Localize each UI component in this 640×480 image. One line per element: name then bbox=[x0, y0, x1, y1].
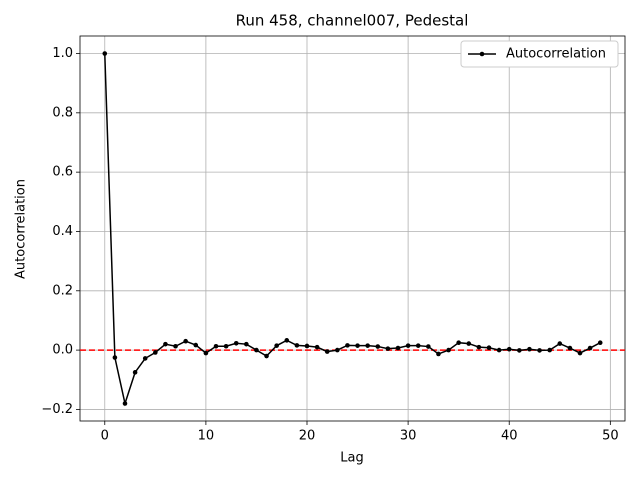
point bbox=[587, 345, 593, 351]
point bbox=[415, 343, 421, 348]
point bbox=[254, 347, 259, 353]
point bbox=[183, 338, 188, 344]
point bbox=[426, 344, 431, 349]
point bbox=[476, 344, 482, 350]
point bbox=[365, 343, 370, 348]
point bbox=[375, 344, 381, 349]
y-tick-label: 0.0 bbox=[52, 343, 73, 358]
point bbox=[486, 345, 492, 351]
point bbox=[244, 341, 249, 347]
point bbox=[264, 353, 269, 359]
point bbox=[142, 356, 148, 361]
y-tick-label: 0.6 bbox=[52, 165, 73, 180]
point bbox=[496, 347, 502, 353]
point bbox=[274, 343, 279, 348]
legend-marker bbox=[479, 51, 485, 57]
point bbox=[223, 343, 229, 349]
chart-title: Run 458, channel007, Pedestal bbox=[236, 12, 469, 30]
point bbox=[395, 345, 401, 351]
point bbox=[294, 343, 300, 348]
point bbox=[102, 51, 108, 56]
x-axis-label: Lag bbox=[340, 451, 363, 466]
point bbox=[517, 348, 522, 353]
x-tick-label: 10 bbox=[198, 429, 215, 444]
point bbox=[527, 346, 532, 352]
point bbox=[132, 370, 138, 375]
point bbox=[355, 343, 360, 348]
point bbox=[203, 350, 209, 356]
point bbox=[345, 343, 350, 348]
plot-frame bbox=[79, 35, 626, 422]
point bbox=[537, 348, 542, 353]
point bbox=[405, 343, 411, 348]
point bbox=[153, 350, 158, 355]
y-tick-label: 0.4 bbox=[52, 224, 73, 239]
point bbox=[112, 355, 118, 360]
point bbox=[506, 346, 512, 352]
point bbox=[314, 344, 320, 350]
y-tick-label: 1.0 bbox=[52, 46, 73, 61]
point bbox=[567, 345, 573, 351]
point bbox=[436, 351, 441, 357]
x-tick-label: 50 bbox=[602, 429, 619, 444]
x-tick-label: 40 bbox=[501, 429, 518, 444]
point bbox=[163, 341, 168, 347]
point bbox=[304, 343, 310, 349]
y-tick-label: −0.2 bbox=[41, 402, 73, 417]
y-tick-label: 0.2 bbox=[52, 283, 73, 298]
x-tick-label: 20 bbox=[299, 429, 316, 444]
point bbox=[385, 346, 391, 351]
point bbox=[577, 350, 583, 356]
y-axis-label: Autocorrelation bbox=[14, 179, 29, 279]
point bbox=[193, 342, 199, 348]
point bbox=[446, 347, 451, 353]
point bbox=[173, 343, 178, 349]
point bbox=[597, 340, 603, 345]
y-tick-label: 0.8 bbox=[52, 105, 73, 120]
point bbox=[466, 341, 472, 346]
legend-box bbox=[460, 40, 619, 68]
point bbox=[213, 343, 219, 349]
point bbox=[324, 349, 330, 354]
point bbox=[547, 347, 552, 353]
point bbox=[233, 340, 239, 346]
x-tick-label: 0 bbox=[101, 429, 109, 444]
point bbox=[284, 338, 290, 343]
point bbox=[335, 347, 340, 353]
point bbox=[557, 341, 563, 346]
legend-label: Autocorrelation bbox=[506, 47, 606, 62]
point bbox=[456, 340, 461, 345]
point bbox=[122, 401, 128, 406]
x-tick-label: 30 bbox=[400, 429, 417, 444]
